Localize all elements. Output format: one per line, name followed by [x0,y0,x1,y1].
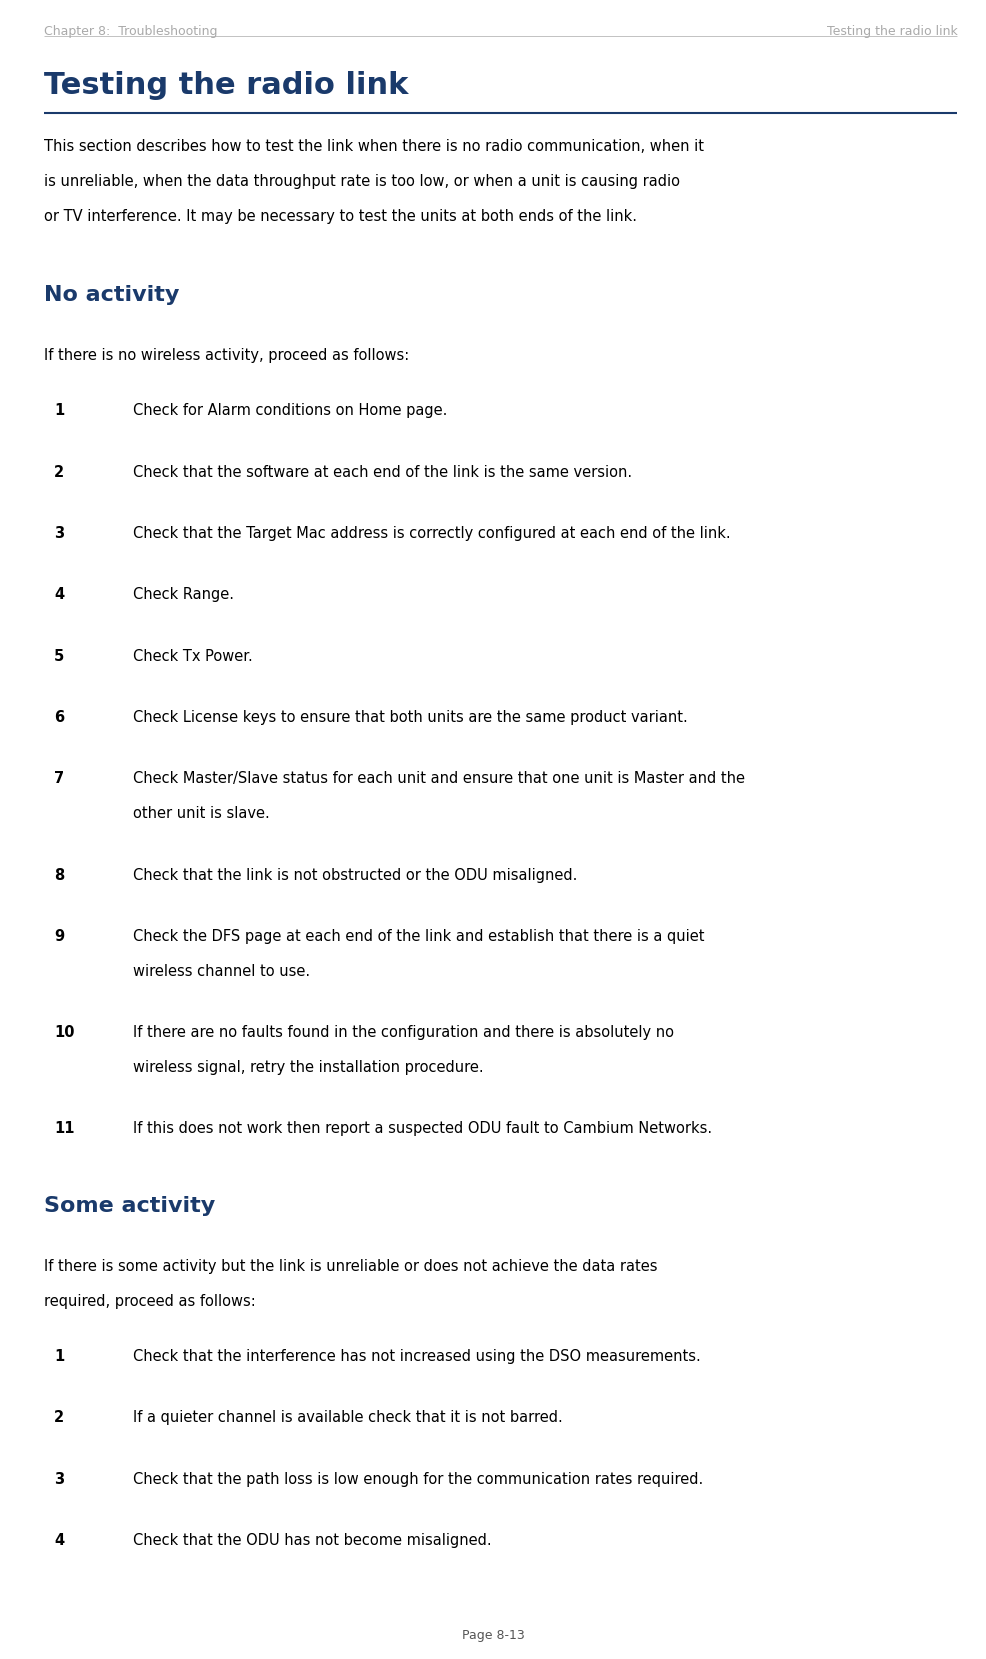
Text: Check that the Target Mac address is correctly configured at each end of the lin: Check that the Target Mac address is cor… [133,526,730,541]
Text: is unreliable, when the data throughput rate is too low, or when a unit is causi: is unreliable, when the data throughput … [44,174,679,189]
Text: Some activity: Some activity [44,1196,216,1216]
Text: Check Tx Power.: Check Tx Power. [133,649,252,664]
Text: 3: 3 [54,526,64,541]
Text: Check that the interference has not increased using the DSO measurements.: Check that the interference has not incr… [133,1349,700,1364]
Text: 3: 3 [54,1472,64,1486]
Text: 4: 4 [54,1533,64,1548]
Text: Check License keys to ensure that both units are the same product variant.: Check License keys to ensure that both u… [133,710,687,725]
Text: 8: 8 [54,868,64,883]
Text: Testing the radio link: Testing the radio link [44,71,408,100]
Text: or TV interference. It may be necessary to test the units at both ends of the li: or TV interference. It may be necessary … [44,209,637,224]
Text: Check that the ODU has not become misaligned.: Check that the ODU has not become misali… [133,1533,491,1548]
Text: wireless channel to use.: wireless channel to use. [133,964,310,979]
Text: No activity: No activity [44,285,179,305]
Text: If there are no faults found in the configuration and there is absolutely no: If there are no faults found in the conf… [133,1025,673,1040]
Text: Check that the path loss is low enough for the communication rates required.: Check that the path loss is low enough f… [133,1472,703,1486]
Text: If a quieter channel is available check that it is not barred.: If a quieter channel is available check … [133,1410,562,1425]
Text: 6: 6 [54,710,64,725]
Text: Check Master/Slave status for each unit and ensure that one unit is Master and t: Check Master/Slave status for each unit … [133,771,744,786]
Text: If there is no wireless activity, proceed as follows:: If there is no wireless activity, procee… [44,348,409,363]
Text: 1: 1 [54,1349,64,1364]
Text: This section describes how to test the link when there is no radio communication: This section describes how to test the l… [44,139,704,154]
Text: If this does not work then report a suspected ODU fault to Cambium Networks.: If this does not work then report a susp… [133,1121,712,1136]
Text: required, proceed as follows:: required, proceed as follows: [44,1294,256,1309]
Text: Check the DFS page at each end of the link and establish that there is a quiet: Check the DFS page at each end of the li… [133,929,704,944]
Text: Page 8-13: Page 8-13 [461,1629,525,1642]
Text: 10: 10 [54,1025,75,1040]
Text: Check that the link is not obstructed or the ODU misaligned.: Check that the link is not obstructed or… [133,868,577,883]
Text: 1: 1 [54,403,64,418]
Text: 2: 2 [54,1410,64,1425]
Text: Check Range.: Check Range. [133,587,234,602]
Text: Chapter 8:  Troubleshooting: Chapter 8: Troubleshooting [44,25,218,38]
Text: Testing the radio link: Testing the radio link [826,25,956,38]
Text: Check for Alarm conditions on Home page.: Check for Alarm conditions on Home page. [133,403,448,418]
Text: 7: 7 [54,771,64,786]
Text: wireless signal, retry the installation procedure.: wireless signal, retry the installation … [133,1060,483,1075]
Text: 4: 4 [54,587,64,602]
Text: Check that the software at each end of the link is the same version.: Check that the software at each end of t… [133,465,632,479]
Text: 2: 2 [54,465,64,479]
Text: 9: 9 [54,929,64,944]
Text: other unit is slave.: other unit is slave. [133,806,270,821]
Text: 5: 5 [54,649,64,664]
Text: 11: 11 [54,1121,75,1136]
Text: If there is some activity but the link is unreliable or does not achieve the dat: If there is some activity but the link i… [44,1259,658,1274]
